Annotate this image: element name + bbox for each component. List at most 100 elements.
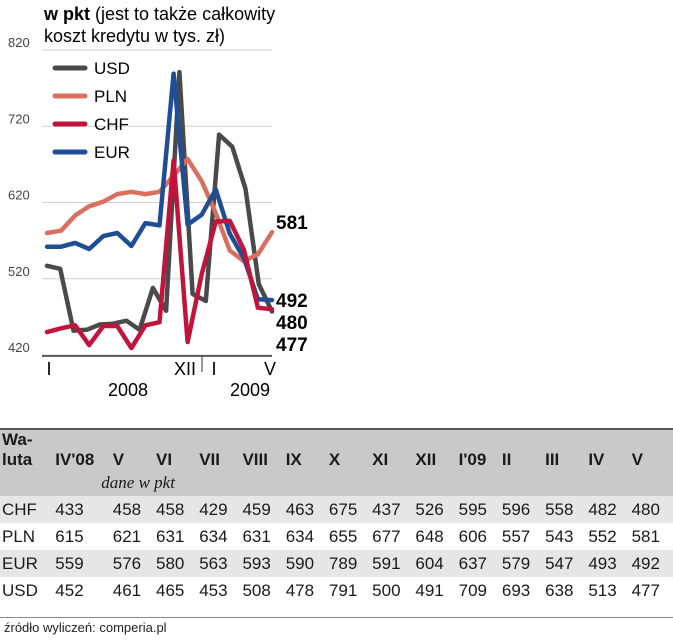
- x-tick-label: I: [46, 359, 51, 379]
- value-cell: 563: [197, 550, 241, 577]
- y-tick-label: 420: [8, 340, 30, 355]
- value-cell: 513: [588, 580, 617, 600]
- value-cell: 621: [112, 526, 142, 546]
- series-lines: [44, 69, 275, 351]
- value-cell: 458: [153, 496, 198, 523]
- year-label: 2009: [230, 380, 270, 400]
- x-tick-label: V: [264, 359, 276, 379]
- header-col: V: [629, 430, 673, 470]
- legend-label: CHF: [94, 115, 129, 134]
- value-cell: 631: [242, 526, 271, 546]
- value-cell: 606: [458, 526, 487, 546]
- table-row: USD 452 461 465 453 508 478 791 500 491 709 693 638 5…: [0, 577, 673, 604]
- end-value-label: 480: [276, 313, 308, 334]
- value-cell: 631: [155, 526, 185, 546]
- value-cell: 552: [588, 526, 617, 546]
- value-cell: 526: [413, 496, 457, 523]
- unit-note: dane w pkt: [101, 473, 175, 492]
- value-cell: 452: [55, 580, 84, 600]
- source-rule: [0, 617, 673, 618]
- value-cell: 591: [370, 550, 414, 577]
- value-cell: 675: [326, 496, 371, 523]
- value-cell: 477: [631, 580, 660, 600]
- header-currency-line1: Wa-: [2, 430, 33, 449]
- currency-cell: EUR: [0, 550, 54, 577]
- header-currency-line2: luta: [2, 450, 33, 469]
- header-col: VII: [197, 430, 241, 470]
- header-col: IV'08: [53, 430, 111, 470]
- end-value-label: 492: [276, 291, 308, 312]
- value-cell: 789: [326, 550, 371, 577]
- value-cell: 437: [370, 496, 414, 523]
- header-col: VIII: [240, 430, 284, 470]
- header-col: V: [110, 430, 154, 470]
- header-col: XI: [370, 430, 414, 470]
- x-axis: I XII I V 2008 2009: [42, 355, 276, 400]
- unit-note-row: dane w pkt: [0, 470, 673, 496]
- header-col: III: [543, 430, 587, 470]
- series-line-chf: [44, 158, 275, 351]
- value-cell: 465: [155, 580, 185, 600]
- value-cell: 543: [545, 526, 574, 546]
- y-tick-label: 620: [8, 188, 30, 203]
- value-cell: 463: [283, 496, 327, 523]
- value-cell: 508: [242, 580, 271, 600]
- currency-cell: CHF: [0, 496, 54, 523]
- value-cell: 557: [501, 526, 531, 546]
- value-cell: 595: [456, 496, 500, 523]
- value-cell: 579: [499, 550, 544, 577]
- value-cell: 634: [199, 526, 228, 546]
- chart-title-line1: w pkt (jest to także całkowity: [43, 4, 275, 24]
- value-cell: 558: [543, 496, 587, 523]
- grid: 420 520 620 720 820: [8, 35, 272, 356]
- end-value-label: 581: [276, 213, 308, 234]
- value-cell: 547: [543, 550, 587, 577]
- value-cell: 581: [631, 526, 660, 546]
- value-cell: 615: [55, 526, 84, 546]
- legend-label: USD: [94, 59, 130, 78]
- value-cell: 429: [197, 496, 241, 523]
- header-col: X: [326, 430, 371, 470]
- line-chart: w pkt (jest to także całkowity koszt kre…: [8, 4, 308, 400]
- header-currency: Wa- luta: [0, 430, 54, 470]
- legend-label: EUR: [94, 143, 130, 162]
- value-cell: 493: [586, 550, 630, 577]
- legend: USD PLN CHF EUR: [52, 59, 130, 162]
- table-top-rule: [0, 428, 673, 430]
- source-note: źródło wyliczeń: comperia.pl: [4, 620, 167, 635]
- value-cell: 638: [545, 580, 574, 600]
- chart-title-line2: koszt kredytu w tys. zł): [44, 26, 225, 46]
- header-col: VI: [153, 430, 198, 470]
- table-row: EUR 559 576 580 563 593 590 789 591 604 637 579 547 4…: [0, 550, 673, 577]
- value-cell: 453: [199, 580, 228, 600]
- value-cell: 709: [458, 580, 487, 600]
- value-cell: 500: [372, 580, 401, 600]
- value-cell: 791: [328, 580, 358, 600]
- value-cell: 593: [240, 550, 284, 577]
- table-row: CHF 433 458 458 429 459 463 675 437 526 595 596 558 4…: [0, 496, 673, 523]
- value-cell: 596: [499, 496, 544, 523]
- value-cell: 478: [285, 580, 315, 600]
- value-cell: 693: [501, 580, 531, 600]
- chart-title-bold: w pkt: [43, 4, 90, 24]
- chart-title-rest: (jest to także całkowity: [95, 4, 275, 24]
- value-cell: 677: [372, 526, 401, 546]
- value-cell: 604: [413, 550, 457, 577]
- value-cell: 637: [456, 550, 500, 577]
- y-tick-label: 720: [8, 111, 30, 126]
- value-cell: 461: [112, 580, 142, 600]
- data-table: Wa- luta IV'08 V VI VII VIII IX X XI XII…: [0, 430, 673, 604]
- end-value-label: 477: [276, 335, 308, 356]
- series-line-pln: [44, 156, 275, 264]
- value-cell: 482: [586, 496, 630, 523]
- value-cell: 492: [629, 550, 673, 577]
- header-col: IX: [283, 430, 327, 470]
- value-cell: 655: [328, 526, 358, 546]
- value-cell: 459: [240, 496, 284, 523]
- x-tick-label: I: [211, 359, 216, 379]
- value-cell: 458: [110, 496, 154, 523]
- header-col: XII: [413, 430, 457, 470]
- header-col: IV: [586, 430, 630, 470]
- series-line-eur: [44, 71, 275, 303]
